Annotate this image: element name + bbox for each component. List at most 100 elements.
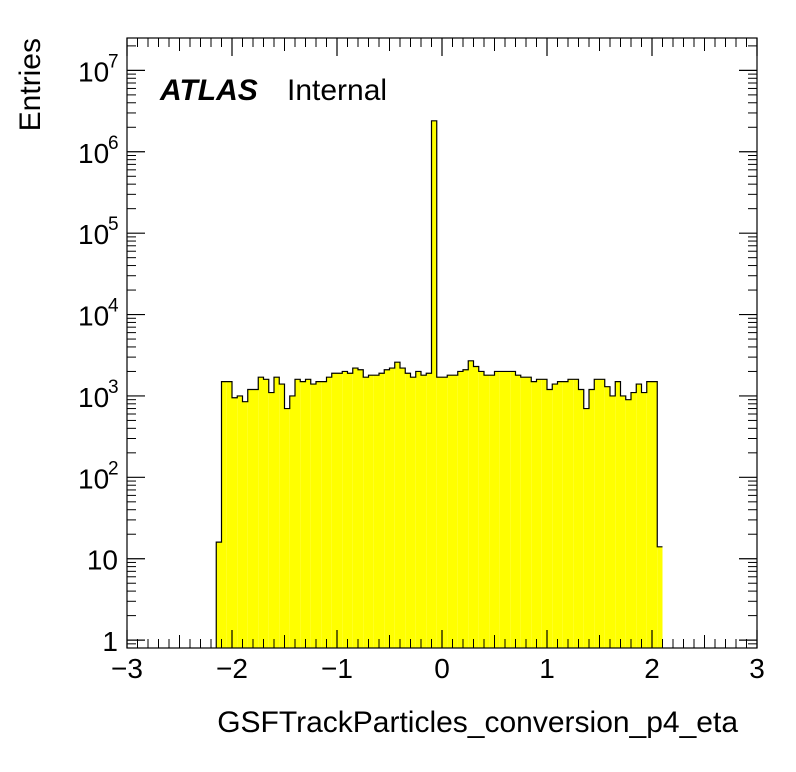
histogram-bar bbox=[421, 375, 427, 648]
histogram-bar bbox=[494, 371, 500, 648]
histogram-bar bbox=[578, 389, 584, 648]
histogram-bar bbox=[415, 371, 421, 648]
histogram-bar bbox=[384, 369, 390, 648]
histogram-bar bbox=[510, 371, 516, 648]
y-tick-exponent: 2 bbox=[108, 458, 119, 479]
histogram-bar bbox=[237, 395, 243, 648]
x-tick-label: −1 bbox=[321, 653, 353, 684]
histogram-bar bbox=[337, 373, 343, 648]
histogram-bar bbox=[295, 379, 301, 648]
histogram-bar bbox=[373, 375, 379, 648]
y-tick-exponent: 5 bbox=[108, 214, 119, 235]
y-tick-exponent: 3 bbox=[108, 377, 119, 398]
x-axis-title: GSFTrackParticles_conversion_p4_eta bbox=[217, 706, 738, 739]
histogram-bar bbox=[289, 395, 295, 648]
histogram-bar bbox=[221, 381, 227, 648]
histogram-bar bbox=[305, 379, 311, 648]
y-minor-ticks bbox=[127, 45, 757, 649]
histogram-bar bbox=[468, 360, 474, 648]
histogram-bar bbox=[447, 375, 453, 648]
histogram-bar bbox=[536, 379, 542, 648]
histogram-bar bbox=[652, 381, 658, 648]
x-tick-label: 1 bbox=[539, 653, 555, 684]
histogram-bar bbox=[541, 379, 547, 648]
histogram-bar bbox=[342, 371, 348, 648]
y-tick-exponent: 6 bbox=[108, 133, 119, 154]
histogram-bar bbox=[620, 395, 626, 648]
y-tick-exponent: 7 bbox=[108, 51, 119, 72]
histogram-bar bbox=[594, 379, 600, 648]
histogram-bar bbox=[247, 389, 253, 648]
histogram-bar bbox=[452, 375, 458, 648]
histogram-bar bbox=[405, 373, 411, 648]
y-tick-base: 10 bbox=[78, 138, 109, 169]
histogram-bar bbox=[279, 384, 285, 648]
histogram-bar bbox=[242, 401, 248, 648]
histogram-bar bbox=[589, 389, 595, 648]
y-tick-text: 10 bbox=[87, 545, 118, 576]
histogram-bar bbox=[368, 375, 374, 648]
histogram-bar bbox=[562, 381, 568, 648]
histogram-bar bbox=[431, 120, 437, 648]
y-tick-label: 105 bbox=[78, 214, 119, 250]
histogram-bars bbox=[216, 120, 663, 648]
histogram-bar bbox=[426, 373, 432, 648]
histogram-outline bbox=[215, 120, 663, 648]
histogram-bar bbox=[331, 373, 337, 648]
histogram-bar bbox=[300, 381, 306, 648]
histogram-bar bbox=[400, 368, 406, 648]
histogram-bar bbox=[284, 408, 290, 648]
y-tick-base: 10 bbox=[78, 56, 109, 87]
histogram-bar bbox=[610, 395, 616, 648]
y-tick-base: 10 bbox=[78, 463, 109, 494]
histogram-bar bbox=[520, 377, 526, 648]
histogram-bar bbox=[636, 384, 642, 648]
histogram-bar bbox=[442, 377, 448, 648]
internal-label: Internal bbox=[287, 74, 387, 107]
y-tick-label: 102 bbox=[78, 458, 119, 494]
histogram-bar bbox=[615, 381, 621, 648]
plot-frame bbox=[126, 37, 758, 649]
y-tick-label: 103 bbox=[78, 377, 119, 413]
histogram-bar bbox=[347, 373, 353, 648]
histogram-bar bbox=[478, 371, 484, 648]
histogram-bar bbox=[232, 397, 238, 648]
histogram-bar bbox=[216, 542, 222, 648]
y-tick-label: 10 bbox=[87, 545, 118, 576]
y-tick-label: 104 bbox=[78, 296, 119, 332]
x-tick-label: −3 bbox=[111, 653, 143, 684]
x-minor-ticks bbox=[137, 38, 747, 648]
histogram-bar bbox=[515, 375, 521, 648]
histogram-bar bbox=[568, 379, 574, 648]
atlas-label: ATLAS bbox=[159, 74, 258, 107]
histogram-bar bbox=[573, 379, 579, 648]
y-tick-base: 10 bbox=[78, 382, 109, 413]
histogram-bar bbox=[526, 377, 532, 648]
histogram-bar bbox=[631, 392, 637, 648]
histogram-bar bbox=[274, 377, 280, 648]
histogram-bar bbox=[599, 379, 605, 648]
histogram-bar bbox=[326, 377, 332, 648]
y-tick-exponent: 4 bbox=[108, 296, 119, 317]
histogram-bar bbox=[389, 368, 395, 648]
histogram-bar bbox=[263, 379, 269, 648]
histogram-bar bbox=[505, 371, 511, 648]
histogram-bar bbox=[604, 386, 610, 648]
x-axis-ticks: −3 −2 −1 0 1 2 3 bbox=[111, 38, 765, 684]
histogram-bar bbox=[321, 381, 327, 648]
histogram-bar bbox=[557, 381, 563, 648]
histogram-bar bbox=[489, 375, 495, 648]
histogram-bar bbox=[410, 377, 416, 648]
histogram-bar bbox=[657, 546, 663, 648]
y-tick-label: 1 bbox=[102, 626, 118, 657]
y-tick-label: 106 bbox=[78, 133, 119, 169]
histogram-bar bbox=[641, 392, 647, 648]
histogram-bar bbox=[499, 371, 505, 648]
histogram-bar bbox=[457, 371, 463, 648]
histogram-bar bbox=[583, 408, 589, 648]
histogram-bar bbox=[531, 381, 537, 648]
x-tick-label: −2 bbox=[216, 653, 248, 684]
histogram-bar bbox=[310, 384, 316, 648]
